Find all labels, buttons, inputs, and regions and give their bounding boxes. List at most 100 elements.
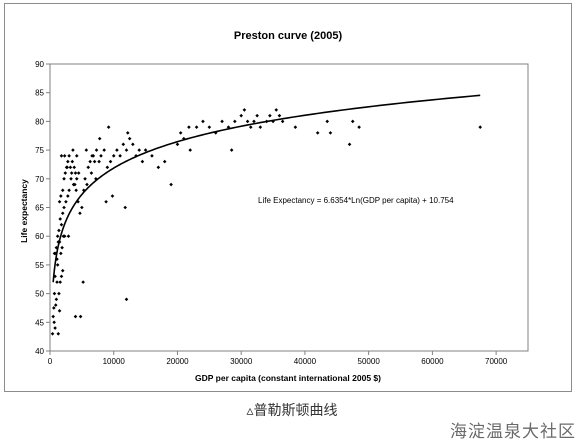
data-point: [60, 211, 65, 216]
data-point: [162, 159, 167, 164]
data-point: [328, 131, 333, 135]
data-point: [124, 148, 129, 152]
data-point: [73, 314, 78, 319]
data-point: [81, 188, 86, 193]
data-point: [188, 148, 193, 152]
x-axis-label: GDP per capita (constant international 2…: [195, 373, 381, 383]
data-point: [66, 234, 71, 238]
data-point: [53, 274, 57, 279]
y-tick-label: 40: [35, 347, 44, 356]
data-point: [65, 165, 70, 170]
data-point: [97, 159, 101, 164]
y-axis-label: Life expectancy: [19, 179, 29, 243]
data-point: [55, 257, 59, 261]
data-point: [71, 148, 75, 152]
x-tick-label: 30000: [230, 357, 253, 366]
data-point: [105, 165, 110, 170]
chart-border: [4, 3, 572, 392]
data-point: [125, 131, 130, 135]
data-point: [62, 205, 66, 210]
data-point: [57, 291, 61, 296]
data-point: [69, 177, 73, 181]
data-point: [347, 142, 352, 147]
data-point: [59, 222, 64, 227]
data-point: [73, 171, 78, 175]
data-point: [271, 119, 275, 124]
data-point: [102, 148, 106, 152]
data-point: [51, 314, 55, 319]
data-point: [73, 182, 77, 187]
x-tick-label: 40000: [294, 357, 317, 366]
data-point: [315, 131, 320, 135]
data-point: [53, 326, 57, 330]
data-point: [220, 119, 224, 124]
data-point: [175, 142, 180, 147]
y-tick-label: 75: [35, 146, 44, 155]
data-point: [108, 159, 113, 164]
data-point: [213, 131, 218, 135]
y-tick-label: 60: [35, 232, 44, 241]
data-point: [156, 165, 161, 170]
data-point: [252, 119, 256, 124]
data-point: [182, 136, 186, 141]
data-point: [68, 165, 73, 170]
x-tick-label: 50000: [358, 357, 381, 366]
data-point: [350, 119, 355, 124]
data-point: [80, 205, 84, 210]
y-tick-label: 50: [35, 290, 44, 299]
data-point: [194, 125, 199, 129]
figure-caption: ▵普勒斯顿曲线: [246, 403, 338, 419]
data-point: [60, 245, 64, 250]
data-point: [143, 148, 148, 152]
data-point: [169, 182, 173, 187]
data-point: [59, 251, 63, 256]
data-point: [110, 194, 115, 198]
data-point: [56, 331, 61, 336]
data-point: [94, 177, 98, 181]
data-point: [58, 217, 62, 221]
data-point: [59, 194, 63, 198]
data-point: [64, 199, 68, 204]
data-point: [54, 297, 59, 302]
data-point: [57, 199, 62, 204]
data-point: [70, 159, 75, 164]
data-point: [277, 113, 282, 118]
data-point: [201, 119, 205, 124]
x-tick-label: 70000: [485, 357, 508, 366]
data-point: [97, 136, 102, 141]
data-point: [76, 171, 81, 175]
data-points: [50, 108, 482, 336]
data-point: [50, 331, 55, 336]
data-point: [280, 119, 285, 124]
data-point: [104, 199, 108, 204]
data-point: [123, 205, 128, 210]
data-point: [84, 148, 89, 152]
y-tick-label: 45: [35, 318, 44, 327]
y-axis: 40 45 50 55 60 65 70 75 80 85 90: [35, 60, 50, 356]
y-tick-label: 55: [35, 261, 44, 270]
data-point: [255, 113, 259, 118]
data-point: [274, 108, 279, 112]
data-point: [66, 159, 70, 164]
data-point: [81, 280, 85, 284]
data-point: [85, 182, 89, 187]
data-point: [62, 177, 66, 181]
data-point: [88, 159, 92, 164]
data-point: [140, 159, 145, 164]
data-point: [245, 119, 250, 124]
data-point: [52, 320, 56, 325]
x-tick-label: 0: [48, 357, 53, 366]
y-tick-label: 80: [35, 117, 44, 126]
data-point: [74, 154, 79, 158]
data-point: [58, 280, 62, 284]
data-point: [325, 119, 330, 124]
x-tick-label: 20000: [166, 357, 189, 366]
data-point: [92, 159, 97, 164]
data-point: [121, 142, 126, 147]
data-point: [59, 154, 64, 158]
data-point: [63, 171, 68, 175]
data-point: [91, 154, 96, 158]
x-axis: 0 10000 20000 30000 40000 50000 60000 70000: [48, 351, 508, 366]
data-point: [239, 113, 243, 118]
data-point: [67, 188, 71, 193]
